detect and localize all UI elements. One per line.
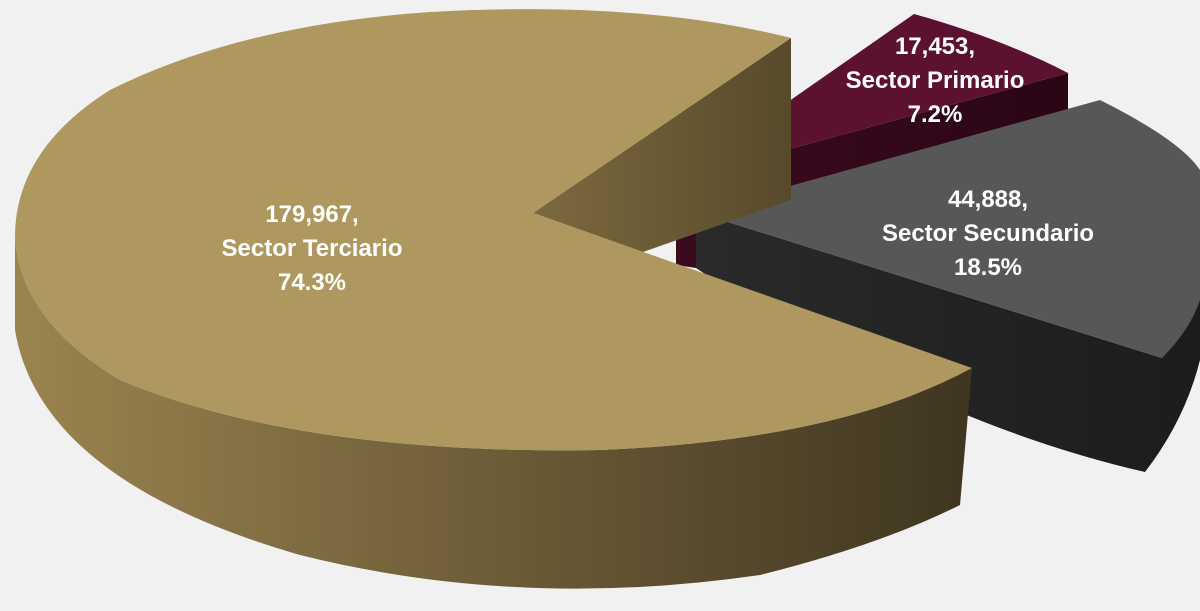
label-sector-terciario-value: 179,967,	[265, 201, 358, 228]
label-sector-primario: 17,453, Sector Primario 7.2%	[846, 33, 1025, 128]
slice-sector-secundario-side	[696, 170, 1200, 472]
label-sector-terciario: 179,967, Sector Terciario 74.3%	[222, 201, 403, 296]
slice-sector-terciario-top	[15, 9, 972, 451]
label-sector-secundario: 44,888, Sector Secundario 18.5%	[882, 186, 1094, 281]
slice-sector-terciario-inner-side	[533, 38, 791, 252]
label-sector-primario-value: 17,453,	[895, 33, 975, 60]
label-sector-terciario-name: Sector Terciario	[222, 235, 403, 262]
slice-sector-terciario	[15, 9, 972, 589]
label-sector-primario-percent: 7.2%	[908, 101, 963, 128]
slice-sector-secundario	[696, 100, 1200, 472]
label-sector-primario-name: Sector Primario	[846, 67, 1025, 94]
label-sector-terciario-percent: 74.3%	[278, 269, 346, 296]
label-sector-secundario-percent: 18.5%	[954, 254, 1022, 281]
label-sector-secundario-value: 44,888,	[948, 186, 1028, 213]
slice-sector-terciario-side	[15, 237, 972, 589]
slice-sector-secundario-top	[696, 100, 1200, 358]
label-sector-secundario-name: Sector Secundario	[882, 220, 1094, 247]
